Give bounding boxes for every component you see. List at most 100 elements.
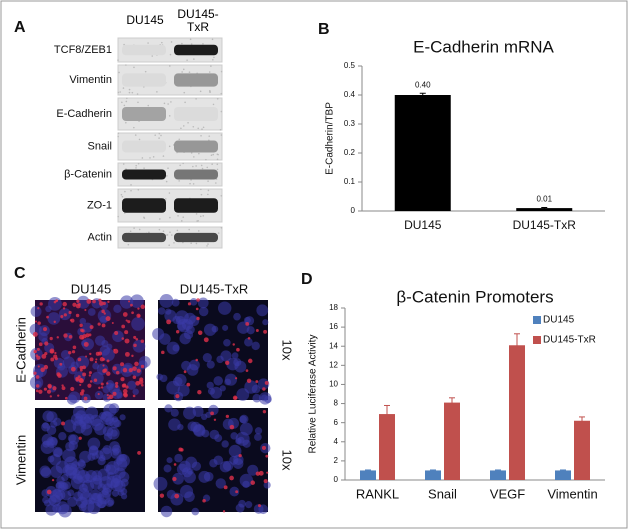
stain xyxy=(71,350,76,354)
x-tick-label: RANKL xyxy=(356,486,399,501)
nucleus xyxy=(110,477,121,488)
nucleus xyxy=(172,344,180,352)
blot-noise xyxy=(143,217,146,219)
stain xyxy=(50,357,55,362)
stain xyxy=(173,463,177,466)
stain xyxy=(77,357,82,362)
panel-label: C xyxy=(14,265,26,282)
stain xyxy=(98,386,101,390)
nucleus xyxy=(94,335,106,346)
stain xyxy=(35,389,39,393)
blot-noise xyxy=(181,42,183,45)
stain xyxy=(134,361,139,367)
bar xyxy=(379,414,395,480)
blot-noise xyxy=(188,228,190,231)
nucleus xyxy=(233,454,244,466)
nucleus xyxy=(109,441,120,452)
stain xyxy=(222,510,226,513)
blot-noise xyxy=(166,175,168,177)
blot-noise xyxy=(168,115,171,117)
nucleus xyxy=(58,432,67,441)
stain xyxy=(229,475,234,481)
row-label: E-Cadherin xyxy=(13,317,28,383)
blot-band xyxy=(174,169,218,180)
y-tick-label: 0.2 xyxy=(344,148,356,157)
blot-noise xyxy=(190,43,193,45)
stain xyxy=(263,479,268,484)
stain xyxy=(246,378,252,384)
stain xyxy=(35,354,39,358)
stain xyxy=(175,394,180,399)
blot-noise xyxy=(193,156,195,158)
blot-noise xyxy=(163,102,166,105)
nucleus xyxy=(223,338,231,347)
stain xyxy=(106,371,111,376)
nucleus xyxy=(157,307,166,315)
stain xyxy=(79,368,83,372)
blot-band xyxy=(122,232,166,243)
stain xyxy=(61,384,64,387)
stain xyxy=(136,313,141,318)
nucleus xyxy=(191,507,200,516)
stain xyxy=(60,314,64,319)
nucleus xyxy=(42,440,50,448)
stain xyxy=(235,377,238,380)
nucleus xyxy=(131,317,145,331)
blot-noise xyxy=(128,91,131,94)
chart-title: E-Cadherin mRNA xyxy=(413,37,554,56)
nucleus xyxy=(79,483,88,493)
stain xyxy=(34,320,38,323)
stain xyxy=(61,421,65,426)
blot-noise xyxy=(167,167,169,170)
blot-noise xyxy=(120,193,123,196)
blot-noise xyxy=(207,180,209,182)
y-tick-label: 10 xyxy=(329,380,338,389)
stain xyxy=(197,390,202,395)
nucleus xyxy=(91,371,104,385)
nucleus xyxy=(247,464,259,476)
nucleus xyxy=(43,499,51,507)
nucleus xyxy=(222,324,229,331)
stain xyxy=(88,374,91,377)
blot-noise xyxy=(202,126,205,129)
blot-noise xyxy=(195,98,197,100)
stain xyxy=(121,337,125,340)
stain xyxy=(122,367,128,373)
stain xyxy=(81,389,85,393)
stain xyxy=(121,324,126,329)
nucleus xyxy=(256,304,269,317)
nucleus xyxy=(189,297,198,306)
blot-label: β-Catenin xyxy=(64,168,112,180)
data-label: 0.01 xyxy=(536,195,552,204)
stain xyxy=(88,371,92,375)
stain xyxy=(75,376,79,381)
magnification: 10x xyxy=(280,340,295,361)
legend-swatch xyxy=(533,316,541,324)
row-label: Vimentin xyxy=(13,435,28,485)
stain xyxy=(125,385,129,389)
nucleus xyxy=(229,486,240,497)
blot-noise xyxy=(208,135,211,137)
blot-noise xyxy=(201,128,203,130)
stain xyxy=(232,343,235,346)
nucleus xyxy=(40,467,52,479)
blot-noise xyxy=(123,43,125,46)
stain xyxy=(223,485,228,490)
stain xyxy=(247,336,251,340)
blot-noise xyxy=(209,91,211,94)
stain xyxy=(196,298,200,302)
blot-noise xyxy=(208,71,211,73)
stain xyxy=(37,321,41,325)
blot-noise xyxy=(162,155,165,157)
stain xyxy=(51,479,55,482)
stain xyxy=(264,380,269,385)
stain xyxy=(70,318,75,323)
blot-noise xyxy=(117,132,120,134)
nucleus xyxy=(82,322,93,333)
blot-noise xyxy=(220,194,223,197)
blot-noise xyxy=(121,101,123,104)
nucleus xyxy=(213,376,223,386)
panel-label: A xyxy=(14,19,26,36)
nucleus xyxy=(226,357,239,371)
